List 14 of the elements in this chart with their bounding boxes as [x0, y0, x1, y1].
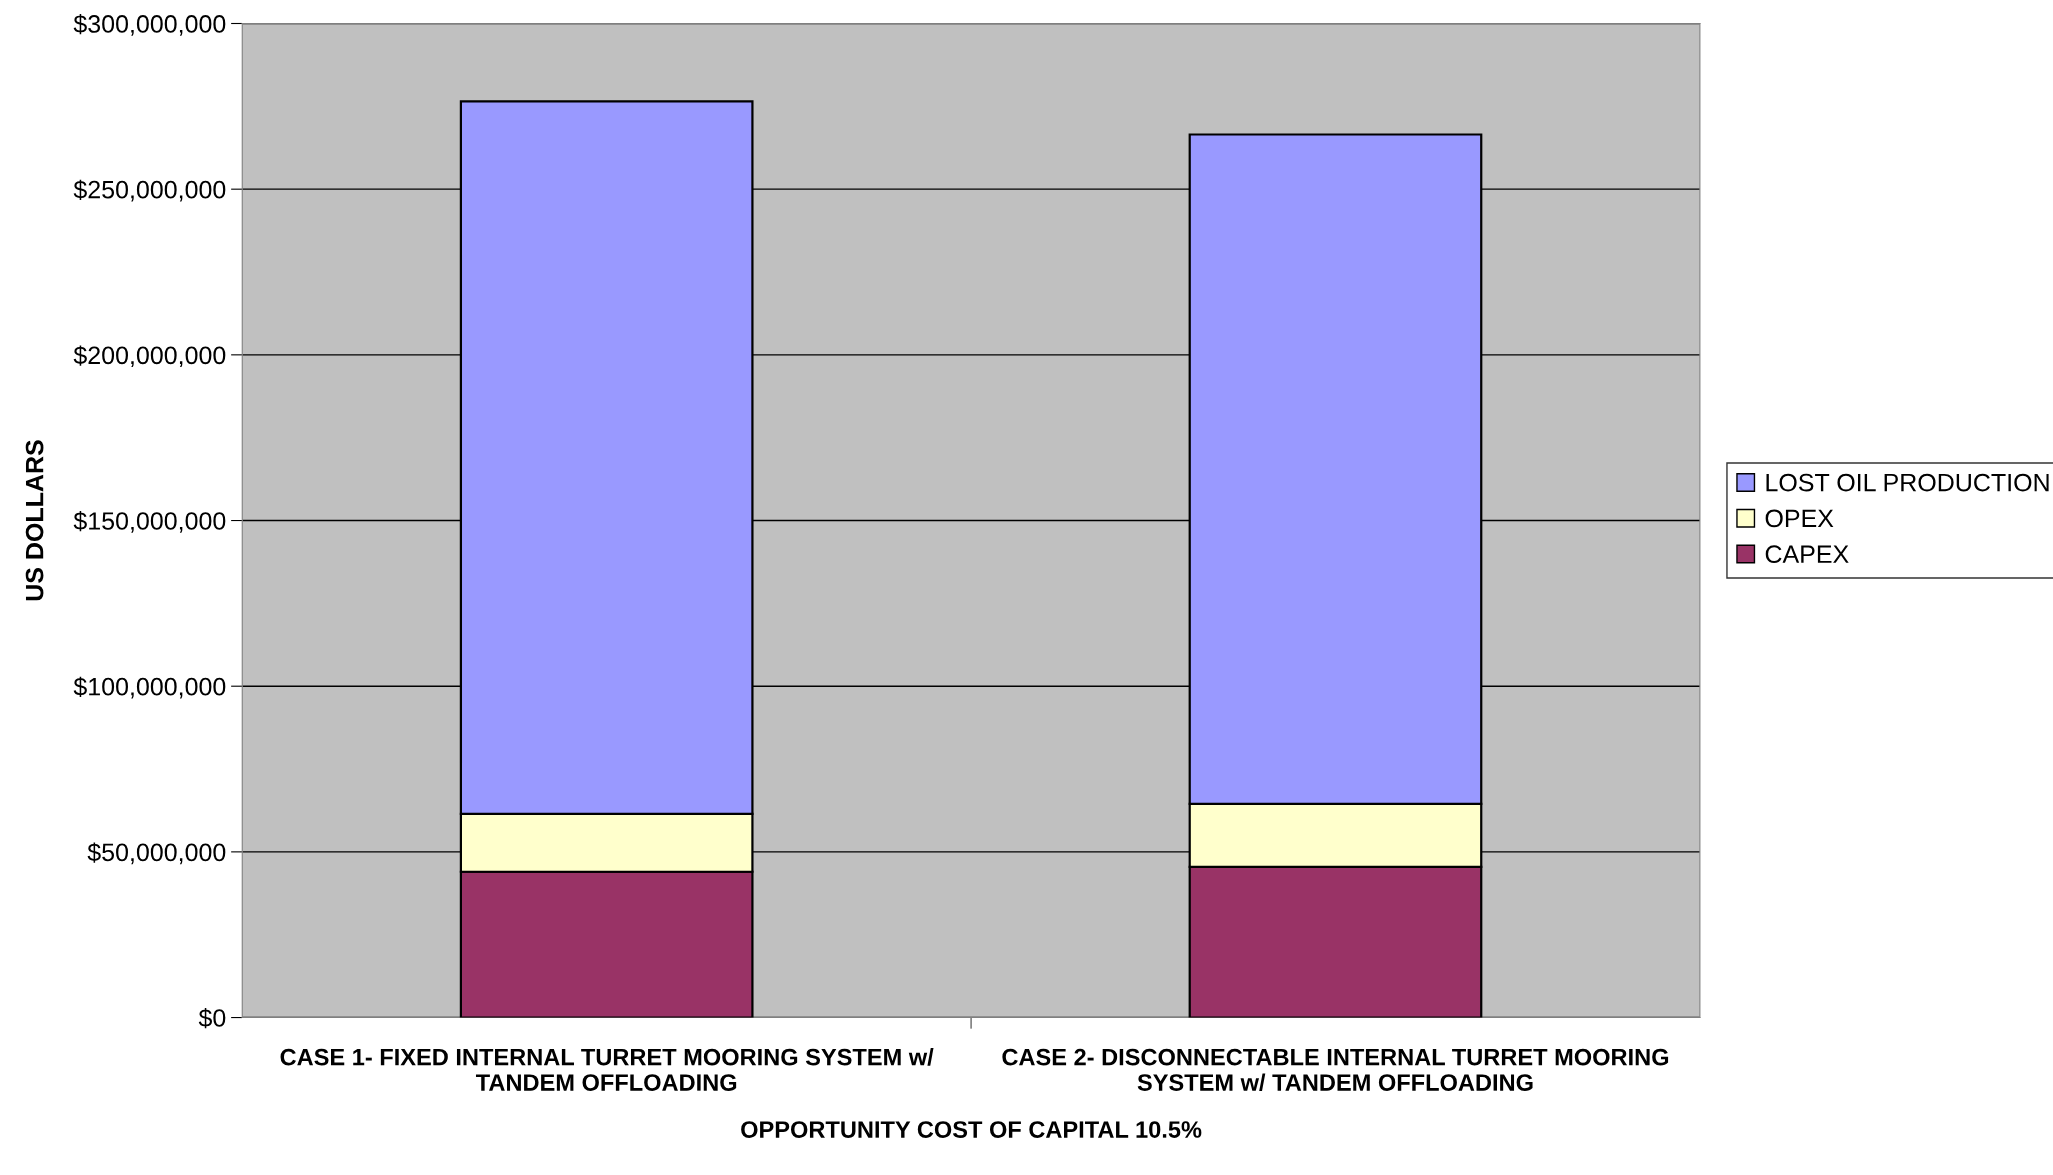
y-tick-label: $150,000,000	[73, 511, 226, 533]
y-tick-label: $50,000,000	[87, 842, 226, 865]
x-tick-label: CASE 1- FIXED INTERNAL TURRET MOORING SYSTEM w/ TANDEM OFFLOADING	[280, 1048, 934, 1091]
x-tick-label: CASE 2- DISCONNECTABLE INTERNAL TURRET MOORING SYSTEM w/ TANDEM OFFLOADING	[1002, 1048, 1669, 1092]
legend-label: LOST OIL PRODUCTION	[1766, 473, 2049, 492]
y-tick-label: $0	[198, 1008, 226, 1029]
legend-label: CAPEX	[1765, 545, 1849, 564]
y-tick-label: $200,000,000	[73, 345, 226, 368]
x-axis-title: OPPORTUNITY COST OF CAPITAL 10.5%	[741, 1121, 1202, 1138]
y-axis-title: US DOLLARS	[25, 440, 44, 601]
y-tick-label: $100,000,000	[73, 676, 226, 699]
legend-label: OPEX	[1765, 509, 1834, 528]
y-tick-label: $300,000,000	[73, 14, 226, 36]
y-tick-label: $250,000,000	[73, 179, 226, 202]
